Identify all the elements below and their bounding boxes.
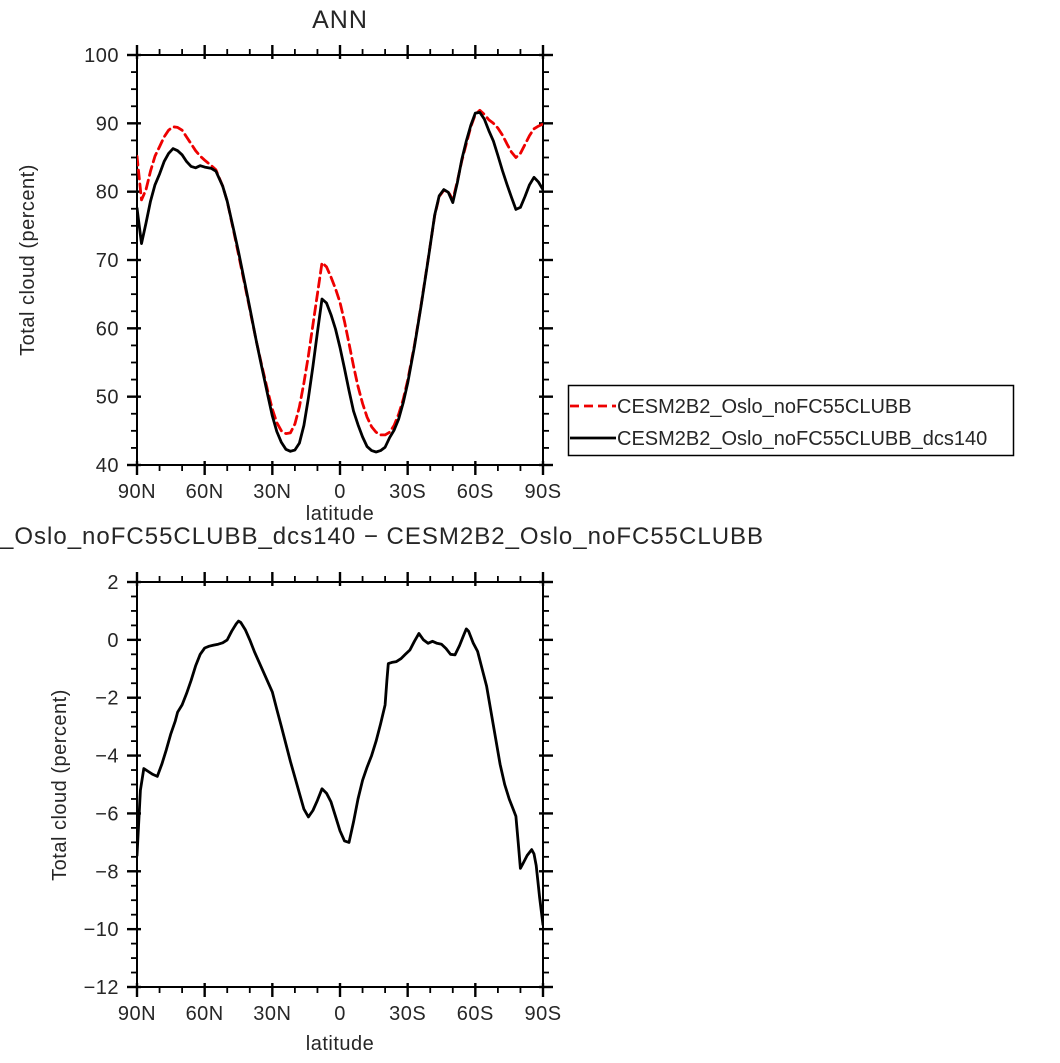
legend-label-red: CESM2B2_Oslo_noFC55CLUBB [617, 396, 912, 418]
x-tick-label: 60S [457, 1003, 494, 1025]
x-tick-label: 0 [334, 481, 346, 503]
x-tick-label: 30N [253, 481, 291, 503]
top-chart-title: ANN [312, 6, 368, 34]
x-tick-label: 60N [186, 1003, 224, 1025]
x-tick-label: 90S [524, 481, 561, 503]
bottom-chart-title: _Oslo_noFC55CLUBB_dcs140 − CESM2B2_Oslo_… [0, 523, 764, 550]
x-tick-label: 60N [186, 481, 224, 503]
x-tick-label: 90N [118, 481, 156, 503]
y-tick-label: 70 [96, 250, 119, 272]
x-tick-label: 0 [334, 1003, 346, 1025]
y-tick-label: 100 [84, 45, 119, 67]
y-tick-label: 80 [96, 182, 119, 204]
x-tick-label: 90N [118, 1003, 156, 1025]
legend-box [567, 384, 1015, 457]
curve-solid-black [137, 619, 543, 927]
y-tick-label: 50 [96, 387, 119, 409]
top-y-axis-label: Total cloud (percent) [17, 164, 39, 356]
y-tick-label: −4 [95, 746, 119, 768]
y-tick-label: 60 [96, 318, 119, 340]
top-plot-area: 90N 60N 30N 0 30S 60S 90S 100 90 80 70 60 50 40 [84, 45, 561, 503]
curve-solid-black [137, 111, 543, 454]
legend-label-black: CESM2B2_Oslo_noFC55CLUBB_dcs140 [617, 428, 987, 450]
y-tick-label: 2 [107, 572, 119, 594]
plot-border [136, 581, 544, 988]
y-tick-label: −12 [84, 977, 119, 999]
x-tick-label: 90S [524, 1003, 561, 1025]
y-tick-label: −8 [95, 861, 119, 883]
y-tick-label: −10 [84, 919, 119, 941]
top-x-axis-label: latitude [306, 503, 375, 525]
curve-dashed-red [137, 108, 543, 437]
plot-border [136, 54, 544, 466]
x-tick-label: 30N [253, 1003, 291, 1025]
bottom-plot-area: 90N 60N 30N 0 30S 60S 90S 2 0 −2 −4 −6 −8 −10 −12 [84, 572, 561, 1025]
y-tick-label: 90 [96, 113, 119, 135]
legend: CESM2B2_Oslo_noFC55CLUBB CESM2B2_Oslo_no… [567, 384, 1015, 457]
bottom-y-axis-label: Total cloud (percent) [49, 689, 71, 881]
bottom-x-axis-label: latitude [306, 1033, 375, 1055]
y-tick-label: 40 [96, 455, 119, 477]
y-tick-label: 0 [107, 630, 119, 652]
x-tick-label: 60S [457, 481, 494, 503]
y-tick-label: −6 [95, 803, 119, 825]
y-tick-label: −2 [95, 688, 119, 710]
x-tick-label: 30S [389, 481, 426, 503]
x-tick-label: 30S [389, 1003, 426, 1025]
